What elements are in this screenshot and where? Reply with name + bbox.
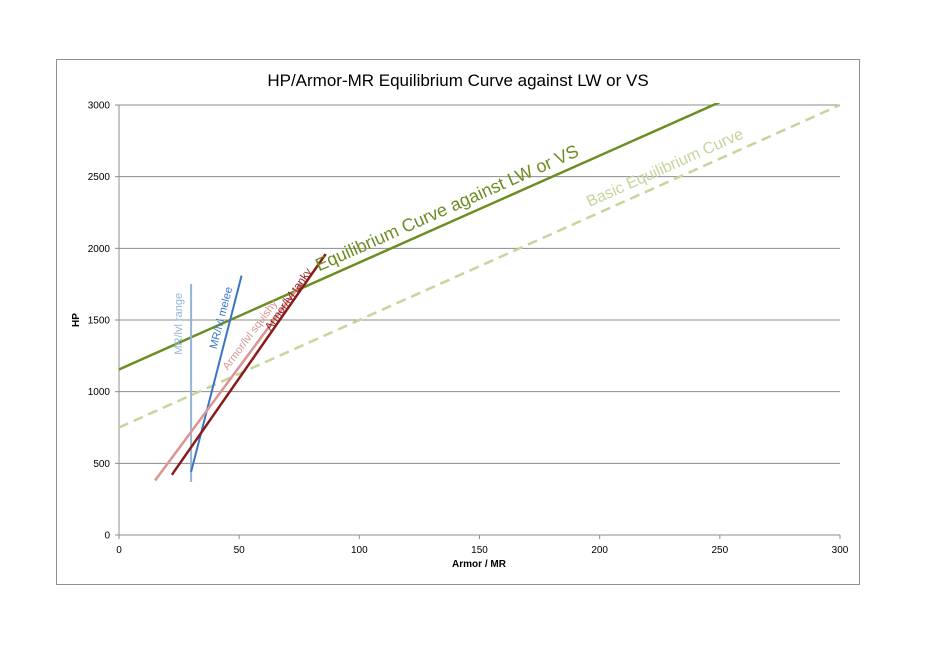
y-tick-label: 1000 [88, 387, 111, 398]
chart-frame [56, 59, 860, 585]
y-tick-labels: 0 500 1000 1500 2000 2500 3000 [88, 101, 111, 542]
x-tick-label: 150 [471, 545, 488, 556]
inline-label-equilibrium-curve-against-lw-or-vs: Equilibrium Curve against LW or VS [312, 141, 581, 275]
x-tick-label: 100 [351, 545, 368, 556]
series-line-armor-lvl-tanky [170, 253, 327, 476]
inline-label-mr-lvl-range: MR/lvl range [173, 293, 185, 355]
x-tick-label: 0 [116, 545, 122, 556]
inline-label-basic-equilibrium-curve: Basic Equilibrium Curve [584, 126, 746, 211]
chart-title: HP/Armor-MR Equilibrium Curve against LW… [267, 71, 648, 90]
x-tick-label: 300 [832, 545, 849, 556]
y-axis-label: HP [71, 313, 82, 327]
gridlines [119, 104, 840, 464]
x-tick-label: 50 [234, 545, 246, 556]
x-tick-label: 200 [591, 545, 608, 556]
series-line-equilibrium-curve-against-lw-or-vs [119, 103, 721, 371]
series-line-armor-lvl-squishy [154, 281, 303, 482]
y-tick-label: 500 [93, 459, 110, 470]
series-lines [119, 103, 841, 482]
series-line-mr-lvl-melee [190, 275, 243, 473]
y-tick-label: 1500 [88, 316, 111, 327]
inline-labels: Equilibrium Curve against LW or VS Basic … [173, 126, 746, 373]
series-line-basic-equilibrium-curve [119, 103, 841, 429]
y-tick-label: 2500 [88, 172, 111, 183]
y-tick-label: 0 [104, 531, 110, 542]
x-tick-label: 250 [711, 545, 728, 556]
axes [115, 104, 841, 539]
x-tick-labels: 0 50 100 150 200 250 300 [116, 545, 849, 556]
x-axis-label: Armor / MR [452, 559, 507, 570]
y-tick-label: 2000 [88, 244, 111, 255]
y-tick-label: 3000 [88, 101, 111, 112]
